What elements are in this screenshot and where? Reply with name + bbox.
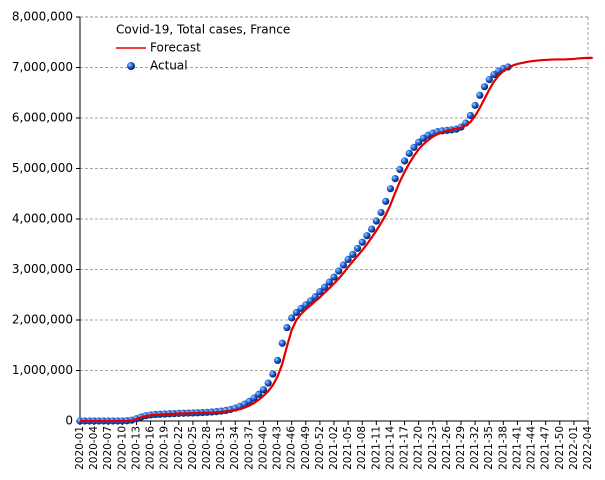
actual-point [396, 165, 404, 174]
x-tick-label: 2020-28 [201, 426, 213, 470]
x-tick-label: 2021-26 [441, 426, 453, 470]
actual-point [363, 232, 371, 240]
chart-title: Covid-19, Total cases, France [116, 23, 290, 37]
actual-point [377, 208, 385, 217]
x-tick-label: 2021-14 [384, 426, 396, 470]
y-tick-label: 3,000,000 [12, 262, 73, 276]
actual-point [480, 83, 489, 91]
x-tick-label: 2021-23 [427, 426, 439, 470]
x-tick-label: 2021-11 [370, 426, 382, 470]
actual-point [255, 390, 263, 398]
y-tick-label: 2,000,000 [12, 313, 73, 327]
x-tick-label: 2021-17 [399, 426, 411, 470]
actual-point [278, 339, 286, 347]
x-tick-label: 2021-05 [342, 426, 354, 470]
actual-point [353, 244, 362, 252]
forecast-line [80, 56, 593, 423]
actual-point [485, 76, 493, 84]
x-tick-label: 2020-46 [286, 426, 298, 470]
actual-point [372, 217, 380, 225]
y-tick-label: 4,000,000 [12, 212, 73, 226]
actual-point [466, 111, 475, 120]
actual-point [335, 267, 343, 275]
x-tick-label: 2020-34 [229, 426, 241, 470]
x-tick-label: 2020-43 [272, 426, 284, 470]
x-tick-label: 2020-10 [116, 426, 128, 470]
actual-point [400, 157, 409, 165]
x-tick-label: 2021-20 [413, 426, 425, 470]
actual-point [405, 149, 413, 157]
x-tick-label: 2020-37 [243, 426, 255, 470]
x-tick-label: 2020-40 [257, 426, 269, 470]
actual-point [391, 175, 399, 183]
x-tick-label: 2021-32 [469, 426, 481, 470]
x-tick-label: 2020-52 [314, 426, 326, 470]
actual-point [273, 356, 282, 364]
x-tick-label: 2021-50 [554, 426, 566, 470]
actual-point [339, 261, 348, 269]
x-tick-label: 2021-29 [455, 426, 467, 470]
x-tick-label: 2020-31 [215, 426, 227, 470]
legend-label: Forecast [150, 41, 201, 55]
x-tick-label: 2020-22 [173, 426, 185, 470]
actual-point [358, 238, 366, 246]
x-tick-label: 2020-19 [159, 426, 171, 470]
x-tick-label: 2020-16 [145, 426, 157, 470]
actual-point [264, 379, 272, 387]
x-tick-label: 2022-01 [568, 426, 580, 470]
legend-marker [127, 62, 135, 70]
x-tick-label: 2022-04 [582, 426, 594, 470]
y-tick-label: 8,000,000 [12, 10, 73, 24]
actual-point [410, 143, 418, 151]
y-tick-label: 1,000,000 [12, 363, 73, 377]
x-tick-label: 2020-49 [300, 426, 312, 470]
actual-point [415, 138, 423, 146]
y-tick-label: 0 [65, 414, 73, 428]
x-tick-label: 2021-38 [497, 426, 509, 470]
actual-point [368, 225, 376, 233]
actual-point [325, 278, 333, 286]
actual-point [320, 283, 329, 291]
x-tick-label: 2021-35 [483, 426, 495, 470]
actual-point [292, 308, 300, 317]
x-tick-label: 2020-25 [187, 426, 199, 470]
actual-point [344, 255, 352, 263]
x-tick-label: 2021-47 [540, 426, 552, 470]
actual-point [316, 288, 324, 296]
x-tick-label: 2020-04 [88, 426, 100, 470]
x-tick-label: 2020-07 [102, 426, 114, 470]
actual-point [259, 386, 268, 394]
x-tick-label: 2021-44 [526, 426, 538, 470]
y-tick-label: 6,000,000 [12, 111, 73, 125]
x-tick-label: 2020-13 [130, 426, 142, 470]
actual-point [288, 314, 296, 322]
y-tick-label: 7,000,000 [12, 60, 73, 74]
x-tick-label: 2021-41 [511, 426, 523, 470]
x-tick-label: 2021-02 [328, 426, 340, 470]
actual-point [349, 250, 357, 258]
x-tick-label: 2020-01 [74, 426, 86, 470]
actual-point [330, 273, 338, 281]
y-tick-label: 5,000,000 [12, 161, 73, 175]
actual-point [382, 197, 390, 205]
actual-point [269, 370, 277, 378]
legend-label: Actual [150, 59, 188, 73]
actual-point [386, 185, 395, 193]
actual-point [283, 323, 291, 332]
actual-point [471, 101, 479, 109]
actual-point [476, 91, 484, 99]
x-tick-label: 2021-08 [356, 426, 368, 470]
